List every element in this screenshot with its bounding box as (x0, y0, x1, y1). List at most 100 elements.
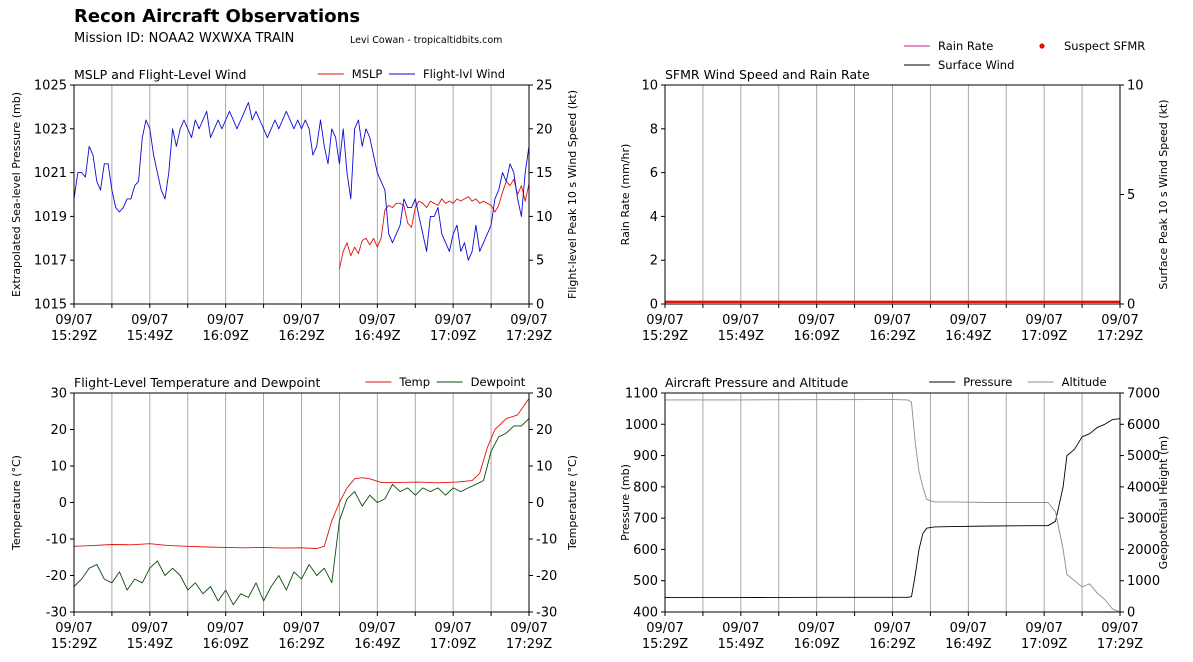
x-tick-label: 09/07 (510, 621, 547, 636)
x-tick-label: 09/07 (510, 313, 547, 328)
right-tick-label: 10 (536, 210, 553, 225)
x-tick-label: 09/07 (798, 313, 835, 328)
x-tick-label: 09/07 (798, 621, 835, 636)
right-axis-label: Temperature (°C) (566, 455, 579, 551)
chart-panel-2: 0246810051009/0715:29Z09/0715:49Z09/0716… (619, 39, 1170, 344)
chart-panel-1: 101510171019102110231025051015202509/071… (10, 67, 579, 344)
right-tick-label: 10 (1127, 79, 1144, 94)
right-tick-label: 4000 (1127, 480, 1160, 495)
legend-entry: Rain Rate (938, 39, 993, 53)
right-tick-label: 5 (1127, 188, 1135, 203)
x-tick-label: 09/07 (359, 313, 396, 328)
x-tick-label: 17:29Z (1097, 329, 1143, 344)
chart-title: Flight-Level Temperature and Dewpoint (74, 375, 321, 390)
right-tick-label: 7000 (1127, 387, 1160, 402)
series-flight-lvl-wind (73, 102, 530, 261)
left-tick-label: 1019 (34, 210, 67, 225)
x-tick-label: 09/07 (207, 621, 244, 636)
right-tick-label: 20 (536, 423, 553, 438)
x-tick-label: 09/07 (874, 313, 911, 328)
x-tick-label: 16:49Z (354, 637, 400, 652)
x-tick-label: 17:09Z (430, 329, 476, 344)
left-tick-label: 500 (633, 574, 658, 589)
legend: Altitude Pressure (929, 375, 1107, 389)
legend-entry: MSLP (352, 67, 383, 81)
x-tick-label: 09/07 (1101, 621, 1138, 636)
x-tick-label: 09/07 (283, 621, 320, 636)
x-tick-label: 16:29Z (869, 329, 915, 344)
x-tick-label: 09/07 (434, 313, 471, 328)
right-tick-label: 15 (536, 166, 553, 181)
chart-title: MSLP and Flight-Level Wind (74, 67, 246, 82)
series-mslp (338, 178, 530, 270)
right-tick-label: 0 (1127, 298, 1135, 313)
right-tick-label: -30 (536, 606, 557, 621)
chart-title: Aircraft Pressure and Altitude (665, 375, 849, 390)
left-tick-label: 1000 (625, 418, 658, 433)
x-tick-label: 09/07 (722, 621, 759, 636)
left-tick-label: 1021 (34, 166, 67, 181)
left-tick-label: 1015 (34, 298, 67, 313)
left-axis-label: Temperature (°C) (10, 455, 23, 551)
left-tick-label: 0 (59, 496, 67, 511)
x-tick-label: 09/07 (646, 621, 683, 636)
left-axis-label: Rain Rate (mm/hr) (619, 144, 632, 246)
right-tick-label: 0 (536, 496, 544, 511)
left-tick-label: 1025 (34, 79, 67, 94)
mission-id: Mission ID: NOAA2 WXWXA TRAIN (74, 31, 295, 46)
x-tick-label: 17:29Z (506, 637, 552, 652)
x-tick-label: 09/07 (722, 313, 759, 328)
series-altitude (665, 399, 1121, 613)
credit-text: Levi Cowan - tropicaltidbits.com (350, 35, 503, 46)
x-tick-label: 16:09Z (202, 637, 248, 652)
legend: Dewpoint Temp (365, 375, 526, 389)
x-tick-label: 09/07 (950, 621, 987, 636)
x-tick-label: 16:29Z (278, 329, 324, 344)
right-tick-label: 5000 (1127, 449, 1160, 464)
left-tick-label: 900 (633, 449, 658, 464)
legend-entry: Suspect SFMR (1064, 39, 1145, 53)
x-tick-label: 16:49Z (945, 329, 991, 344)
right-tick-label: 1000 (1127, 574, 1160, 589)
x-tick-label: 09/07 (131, 313, 168, 328)
right-axis-label: Flight-level Peak 10 s Wind Speed (kt) (566, 90, 579, 299)
right-axis-label: Geopotential Height (m) (1157, 436, 1170, 570)
x-tick-label: 09/07 (874, 621, 911, 636)
right-tick-label: 0 (1127, 606, 1135, 621)
right-tick-label: 10 (536, 460, 553, 475)
x-tick-label: 15:29Z (51, 637, 97, 652)
legend: Flight-lvl Wind MSLP (317, 67, 505, 81)
left-tick-label: 700 (633, 512, 658, 527)
x-tick-label: 17:29Z (506, 329, 552, 344)
left-tick-label: 800 (633, 480, 658, 495)
x-tick-label: 16:49Z (354, 329, 400, 344)
x-tick-label: 09/07 (1025, 313, 1062, 328)
x-tick-label: 16:29Z (278, 637, 324, 652)
left-tick-label: 10 (641, 79, 658, 94)
left-tick-label: -30 (46, 606, 67, 621)
right-tick-label: 30 (536, 387, 553, 402)
left-axis-label: Pressure (mb) (619, 464, 632, 541)
left-tick-label: 1023 (34, 122, 67, 137)
x-tick-label: 09/07 (131, 621, 168, 636)
x-tick-label: 17:29Z (1097, 637, 1143, 652)
left-tick-label: 0 (650, 298, 658, 313)
x-tick-label: 17:09Z (1021, 637, 1067, 652)
right-tick-label: 3000 (1127, 512, 1160, 527)
legend-entry: Dewpoint (471, 375, 526, 389)
x-tick-label: 17:09Z (1021, 329, 1067, 344)
series-pressure (665, 418, 1121, 599)
right-tick-label: 5 (536, 254, 544, 269)
x-tick-label: 16:09Z (793, 637, 839, 652)
legend-marker (1039, 43, 1045, 49)
x-tick-label: 16:09Z (202, 329, 248, 344)
right-tick-label: 2000 (1127, 543, 1160, 558)
legend-entry: Surface Wind (938, 58, 1014, 72)
left-tick-label: 400 (633, 606, 658, 621)
left-tick-label: 20 (50, 423, 67, 438)
chart-panel-4: 400 500 600 700 800 900 1000 1100 0 1000 2000 3000 4… (619, 375, 1170, 652)
x-tick-label: 15:49Z (718, 637, 764, 652)
left-tick-label: 10 (50, 460, 67, 475)
left-tick-label: 8 (650, 122, 658, 137)
x-tick-label: 16:49Z (945, 637, 991, 652)
